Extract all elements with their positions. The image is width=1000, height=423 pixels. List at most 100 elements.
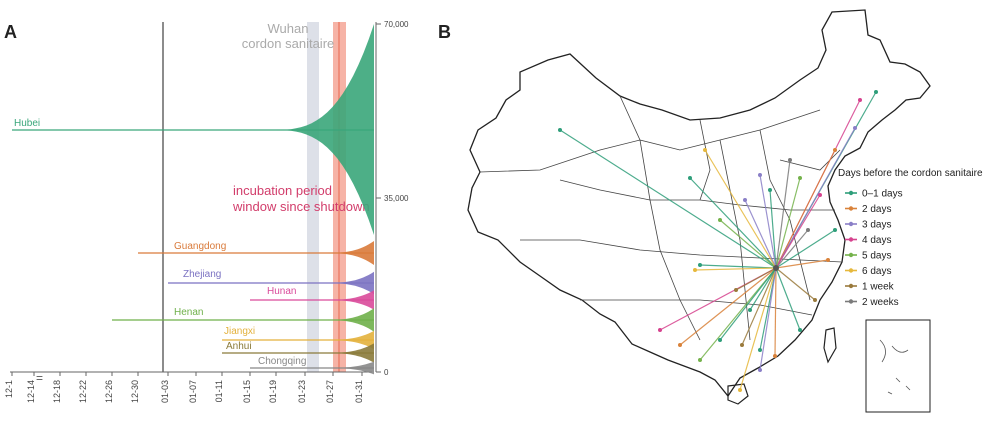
flow-destination — [826, 258, 830, 262]
flow-destination — [813, 298, 817, 302]
flow-destination — [806, 228, 810, 232]
x-tick-label: 12-26 — [104, 380, 114, 403]
series-area — [320, 361, 374, 375]
flow-destination — [833, 148, 837, 152]
y-ticks: 70,000 35,000 0 — [376, 20, 409, 377]
flow-destination — [773, 354, 777, 358]
flow-line — [699, 264, 777, 269]
legend-label: 1 week — [862, 282, 895, 293]
series-area — [320, 290, 374, 310]
x-tick-label: 12-1 — [4, 380, 14, 398]
flow-destination — [718, 338, 722, 342]
legend-item: 2 days — [845, 204, 891, 215]
flow-destination — [758, 368, 762, 372]
x-tick-label: 12-14 — [26, 380, 36, 403]
legend-item: 6 days — [845, 266, 891, 277]
legend-dot — [848, 299, 854, 304]
legend: 0–1 days 2 days 3 days 4 days 5 days 6 days 1 … — [845, 189, 903, 308]
flow-line — [704, 149, 777, 269]
island-taiwan — [823, 327, 837, 364]
wuhan-point — [773, 265, 779, 271]
flow-destination — [874, 90, 878, 94]
flow-line — [775, 194, 821, 269]
legend-item: 5 days — [845, 251, 891, 262]
flow-line — [775, 159, 791, 269]
legend-item: 1 week — [845, 282, 895, 293]
flow-line — [749, 267, 777, 311]
flow-line — [775, 127, 856, 269]
flow-line — [769, 189, 777, 269]
legend-label: 6 days — [862, 266, 891, 277]
series-label: Hubei — [14, 118, 40, 129]
x-ticks: 12-1 12-14 12-18 12-22 12-26 12-30 01-03 01-07 0… — [4, 371, 372, 403]
cordon-annotation: Wuhan cordon sanitaire — [242, 21, 335, 51]
x-tick-label: 01-07 — [188, 380, 198, 403]
flow-destination — [818, 193, 822, 197]
flow-line — [775, 229, 809, 269]
flow-line — [775, 267, 816, 301]
legend-label: 4 days — [862, 235, 891, 246]
series-label: Anhui — [226, 341, 252, 352]
y-tick-label: 35,000 — [384, 194, 409, 203]
flow-destination — [718, 218, 722, 222]
legend-label: 2 weeks — [862, 297, 899, 308]
flow-destination — [558, 128, 562, 132]
x-tick-label: 01-03 — [160, 380, 170, 403]
flow-destination — [688, 176, 692, 180]
legend-item: 2 weeks — [845, 297, 899, 308]
series-layer: Hubei Guangdong Zhejiang Hunan Henan Jiangxi A… — [12, 24, 374, 375]
flow-destination — [698, 358, 702, 362]
flow-destination — [748, 308, 752, 312]
flow-destination — [740, 343, 744, 347]
island-hainan — [727, 383, 749, 405]
series-area — [320, 343, 374, 363]
legend-title: Days before the cordon sanitaire — [838, 168, 983, 179]
cordon-band — [307, 22, 319, 372]
flow-destination — [678, 343, 682, 347]
series-area — [320, 308, 374, 332]
series-area — [320, 330, 374, 350]
legend-dot — [848, 221, 854, 227]
legend-item: 4 days — [845, 235, 891, 246]
province-borders — [479, 95, 843, 341]
legend-dot — [848, 206, 854, 211]
x-tick-label: 01-31 — [354, 380, 364, 403]
flow-destination — [758, 348, 762, 352]
series-guangdong: Guangdong — [138, 241, 374, 265]
flow-line — [775, 267, 801, 331]
panel-b-map: Days before the cordon sanitaire 0–1 day… — [467, 9, 983, 413]
series-area — [320, 271, 374, 295]
legend-item: 3 days — [845, 220, 891, 231]
flow-line — [694, 267, 777, 271]
x-tick-label: 12-30 — [130, 380, 140, 403]
flow-line — [735, 267, 777, 291]
flow-destination — [788, 158, 792, 162]
inset-islands — [879, 339, 911, 395]
y-tick-label: 0 — [384, 368, 389, 377]
flow-destination — [698, 263, 702, 267]
series-zhejiang: Zhejiang — [168, 269, 374, 295]
y-tick-label: 70,000 — [384, 20, 409, 29]
x-tick-label: 01-27 — [325, 380, 335, 403]
axis-break-icon: = — [36, 371, 43, 385]
series-jiangxi: Jiangxi — [222, 326, 374, 350]
series-henan: Henan — [112, 307, 374, 332]
series-chongqing: Chongqing — [250, 356, 374, 375]
x-tick-label: 01-15 — [242, 380, 252, 403]
legend-label: 5 days — [862, 251, 891, 262]
series-label: Guangdong — [174, 241, 226, 252]
flow-line — [759, 174, 777, 269]
series-label: Zhejiang — [183, 269, 221, 280]
flow-line — [719, 219, 777, 269]
x-tick-label: 12-22 — [78, 380, 88, 403]
legend-dot — [848, 190, 854, 196]
series-label: Jiangxi — [224, 326, 255, 337]
series-anhui: Anhui — [222, 341, 374, 363]
legend-dot — [848, 283, 854, 289]
flow-line — [741, 267, 777, 346]
flow-destination — [658, 328, 662, 332]
south-china-sea-inset — [865, 319, 931, 413]
panel-a-chart: Wuhan cordon sanitaire incubation period w… — [4, 20, 409, 403]
